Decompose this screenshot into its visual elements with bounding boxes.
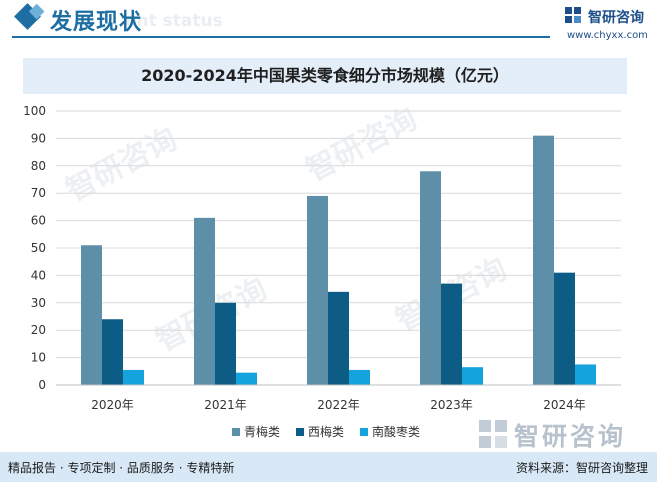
x-tick-label: 2021年	[204, 398, 247, 412]
bar-南酸枣类-2021年	[236, 372, 257, 385]
y-tick-label: 40	[31, 268, 46, 282]
source-watermark: 智研咨询	[478, 417, 648, 451]
bar-青梅类-2020年	[81, 245, 102, 385]
bar-南酸枣类-2024年	[575, 364, 596, 385]
legend-swatch	[232, 428, 240, 436]
chart-title: 2020-2024年中国果类零食细分市场规模（亿元）	[141, 66, 509, 85]
brand-name: 智研咨询	[588, 10, 644, 26]
bar-chart: 0 10 20 30 40 50 60 70 80 90 100 2020年 2021年 2022年 202…	[23, 104, 621, 439]
header-divider	[12, 36, 550, 38]
bar-西梅类-2022年	[328, 291, 349, 385]
y-tick-label: 10	[31, 351, 46, 365]
header-watermark-text: ent status	[125, 11, 223, 31]
y-tick-label: 80	[31, 159, 46, 173]
brand-url: www.chyxx.com	[567, 30, 648, 41]
brand-logo-icon	[565, 7, 581, 23]
bar-西梅类-2023年	[441, 283, 462, 385]
y-tick-label: 0	[38, 378, 46, 392]
y-tick-label: 70	[31, 186, 46, 200]
page-header: ent status 发展现状 智研咨询 www.chyxx.com	[0, 0, 657, 41]
bar-青梅类-2022年	[307, 195, 328, 385]
bars-layer	[81, 135, 596, 385]
x-tick-label: 2023年	[430, 398, 473, 412]
legend-label: 西梅类	[308, 424, 344, 439]
legend-label: 青梅类	[244, 424, 280, 439]
footer-slogan: 精品报告 · 专项定制 · 品质服务 · 专精特新	[8, 461, 235, 475]
x-tick-label: 2024年	[543, 398, 586, 412]
bar-青梅类-2021年	[194, 217, 215, 385]
page-title: 发展现状	[50, 10, 143, 35]
page-footer: 精品报告 · 专项定制 · 品质服务 · 专精特新 资料来源：智研咨询整理	[0, 452, 657, 482]
bar-青梅类-2023年	[420, 171, 441, 385]
brand-logo-icon	[479, 420, 507, 448]
bar-南酸枣类-2023年	[462, 367, 483, 385]
bar-西梅类-2024年	[554, 272, 575, 385]
y-tick-label: 90	[31, 131, 46, 145]
bar-南酸枣类-2020年	[123, 369, 144, 385]
y-tick-label: 50	[31, 241, 46, 255]
watermark-brand-text: 智研咨询	[514, 422, 627, 451]
x-tick-label: 2022年	[317, 398, 360, 412]
bar-青梅类-2024年	[533, 135, 554, 385]
bar-南酸枣类-2022年	[349, 369, 370, 385]
legend-swatch	[296, 428, 304, 436]
chart-title-band: 2020-2024年中国果类零食细分市场规模（亿元）	[23, 58, 627, 94]
bar-西梅类-2020年	[102, 319, 123, 385]
axis-layer: 0 10 20 30 40 50 60 70 80 90 100 2020年 2021年 2022年 202…	[23, 104, 621, 412]
x-tick-label: 2020年	[91, 398, 134, 412]
chart-legend: 青梅类 西梅类 南酸枣类	[232, 424, 420, 439]
y-tick-label: 100	[23, 104, 46, 118]
bar-西梅类-2021年	[215, 302, 236, 385]
footer-source: 资料来源：智研咨询整理	[515, 461, 648, 475]
y-tick-label: 20	[31, 323, 46, 337]
y-tick-label: 30	[31, 296, 46, 310]
legend-swatch	[360, 428, 368, 436]
y-tick-label: 60	[31, 214, 46, 228]
legend-label: 南酸枣类	[372, 424, 420, 439]
